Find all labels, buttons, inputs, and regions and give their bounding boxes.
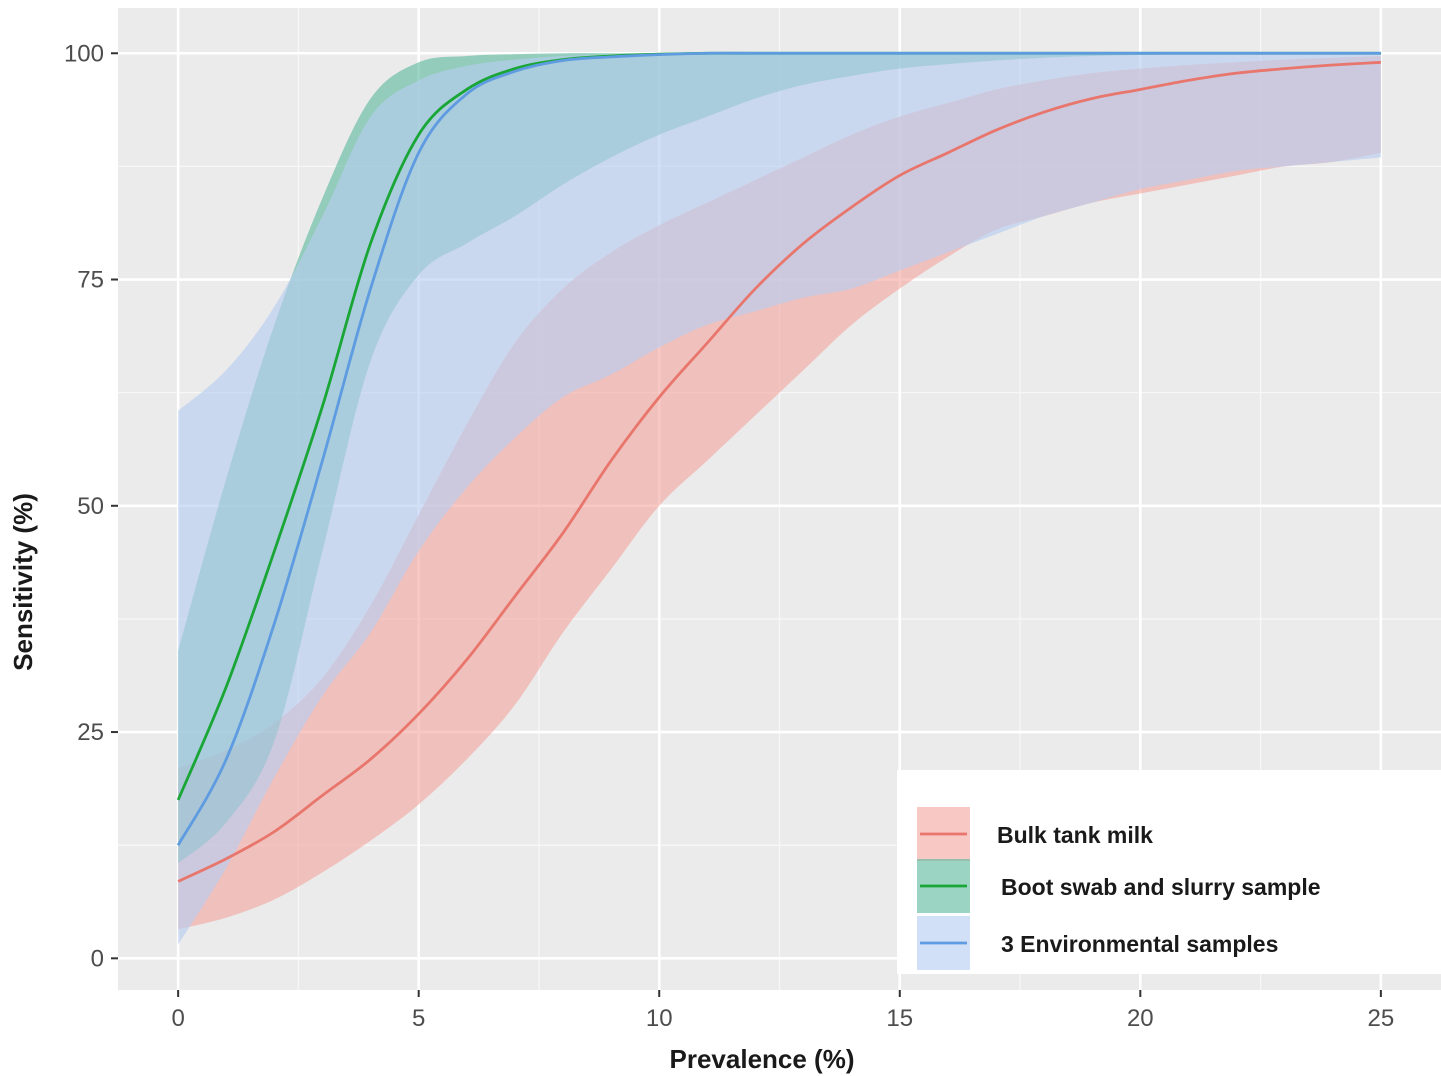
y-tick-label: 75 — [77, 267, 104, 294]
legend-label-bulk-tank-milk: Bulk tank milk — [997, 822, 1153, 848]
legend-label-3-environmental-samples: 3 Environmental samples — [1001, 931, 1278, 957]
line-bulk-tank-milk — [177, 60, 1381, 883]
legend-label-boot-swab-and-slurry-sample: Boot swab and slurry sample — [1001, 874, 1321, 900]
x-tick-label: 15 — [886, 1005, 913, 1032]
y-tick-label: 50 — [77, 493, 104, 520]
x-tick-label: 10 — [646, 1005, 673, 1032]
x-tick-label: 25 — [1368, 1005, 1395, 1032]
x-axis-ticks: 0 5 10 15 20 25 — [171, 990, 1394, 1032]
line-3-environmental-samples — [176, 51, 1381, 846]
y-tick-label: 100 — [64, 40, 104, 67]
legend-box — [897, 770, 1441, 974]
band-bulk-tank-milk — [178, 55, 1381, 930]
y-tick-label: 0 — [91, 945, 104, 972]
y-axis-ticks: 0 25 50 75 100 — [64, 40, 118, 972]
x-tick-label: 20 — [1127, 1005, 1154, 1032]
y-tick-label: 25 — [77, 719, 104, 746]
band-3-environmental-samples — [178, 53, 1381, 945]
series-lines — [176, 51, 1381, 883]
y-axis-title: Sensitivity (%) — [8, 493, 38, 671]
x-tick-label: 0 — [171, 1005, 184, 1032]
confidence-bands — [178, 53, 1381, 945]
x-axis-title: Prevalence (%) — [670, 1044, 855, 1074]
x-tick-label: 5 — [412, 1005, 425, 1032]
legend: Bulk tank milk Boot swab and slurry sampl… — [897, 770, 1441, 974]
